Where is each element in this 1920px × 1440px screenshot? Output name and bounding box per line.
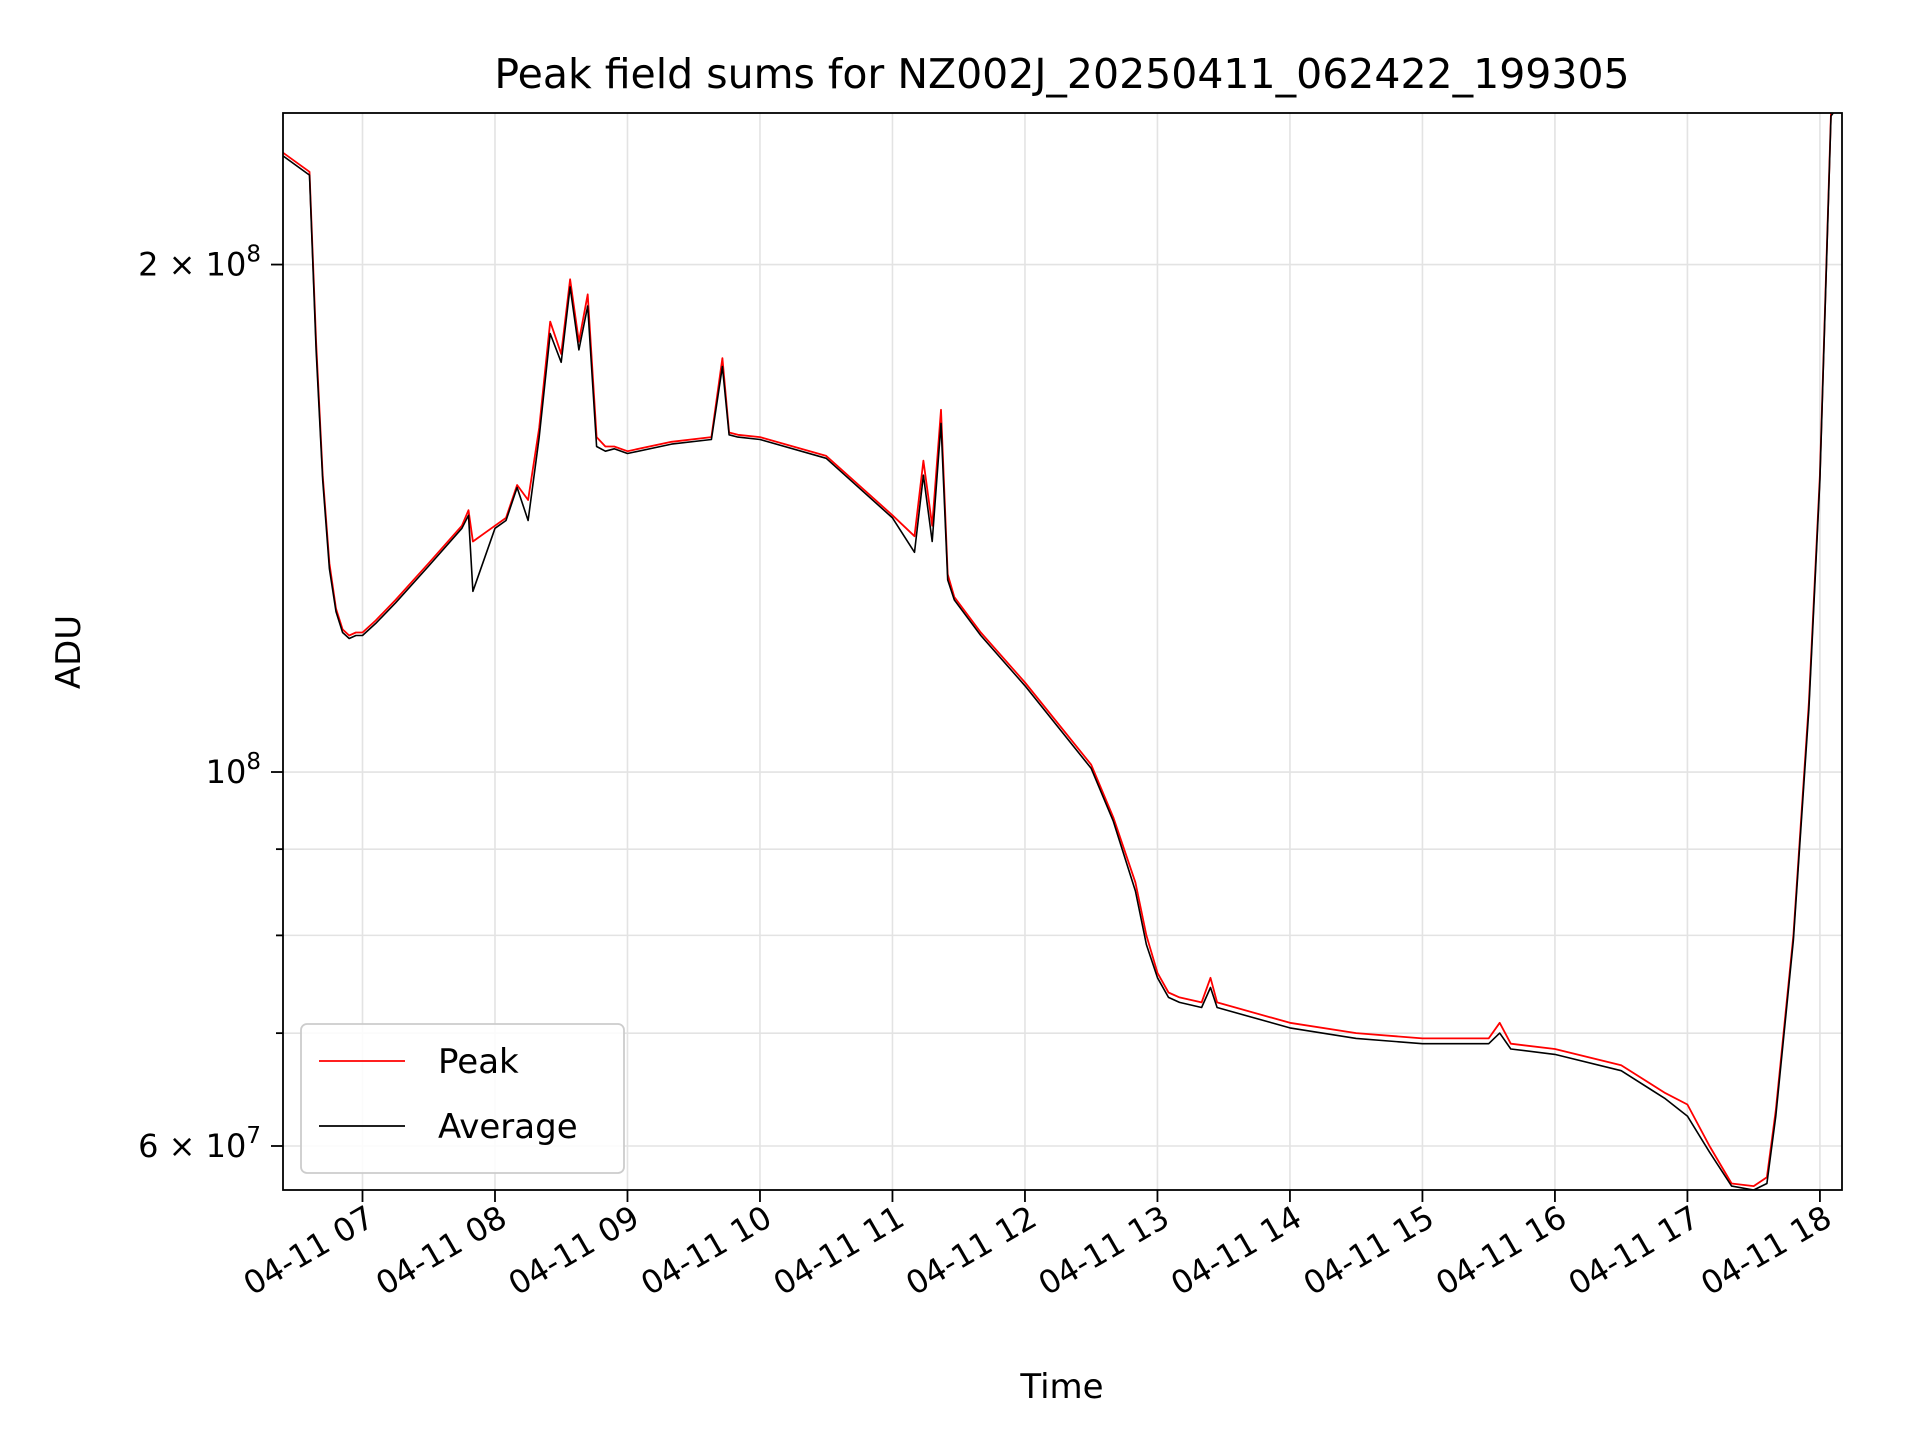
y-tick-label: 2 × 108 — [138, 242, 261, 284]
y-axis-label: ADU — [49, 615, 89, 689]
y-axis: 6 × 107 108 2 × 108 — [138, 242, 283, 1165]
series-line-peak — [283, 113, 1833, 1187]
y-tick-label: 108 — [206, 749, 261, 791]
legend-label-average: Average — [438, 1107, 578, 1147]
plot-frame — [282, 112, 1843, 1191]
x-axis-label: Time — [1019, 1367, 1103, 1407]
grid — [283, 113, 1842, 1190]
legend: Peak Average — [300, 1023, 625, 1174]
y-tick-label: 6 × 107 — [138, 1123, 261, 1165]
series-line-average — [283, 113, 1835, 1190]
series-layer — [283, 113, 1835, 1190]
chart-title: Peak field sums for NZ002J_20250411_0624… — [494, 50, 1629, 98]
legend-label-peak: Peak — [438, 1042, 519, 1082]
